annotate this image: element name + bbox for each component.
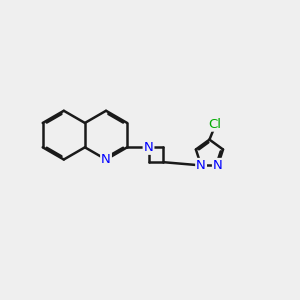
Text: N: N: [144, 141, 153, 154]
Text: Cl: Cl: [208, 118, 221, 130]
Text: N: N: [213, 159, 223, 172]
Text: N: N: [101, 153, 111, 166]
Text: N: N: [196, 159, 206, 172]
